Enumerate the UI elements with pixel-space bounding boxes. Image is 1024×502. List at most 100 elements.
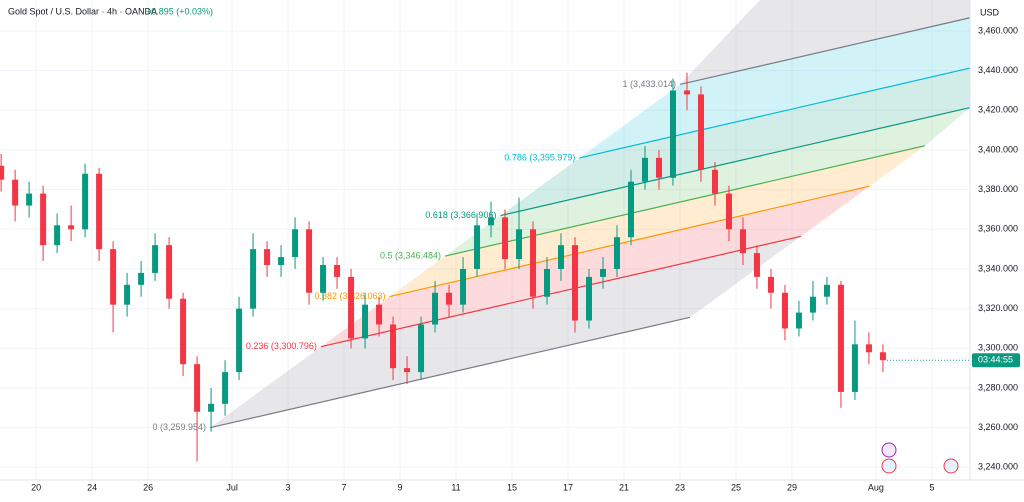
candle-body [516,229,523,260]
x-tick-label: 3 [286,482,291,492]
candle-body [68,225,75,230]
countdown: 03:44:55 [978,355,1013,365]
price-change: +0.895 (+0.03%) [146,6,213,16]
y-tick-label: 3,360.000 [978,224,1018,234]
x-tick-label: Jul [226,482,238,492]
fib-band [579,17,970,158]
candle-body [180,298,187,365]
candle-body [432,292,439,325]
candle-body [544,268,551,297]
fib-line [444,145,926,257]
y-tick-label: 3,320.000 [978,303,1018,313]
x-tick-label: 29 [787,482,797,492]
y-tick-label: 3,440.000 [978,65,1018,75]
candle-body [795,312,802,329]
y-tick-label: 3,280.000 [978,382,1018,392]
fib-label: 0.5 (3,346.484) [380,250,441,260]
candle-body [641,157,648,182]
candle-body [460,268,467,305]
candle-body [334,264,341,277]
x-tick-label: 5 [929,482,934,492]
x-tick-label: 21 [619,482,629,492]
fib-band [320,186,870,347]
candle-body [292,229,299,258]
candle-body [418,324,425,373]
y-tick-label: 3,420.000 [978,105,1018,115]
candle-body [865,344,872,353]
candle-body [697,94,704,170]
candle-body [725,193,732,230]
candle-body [124,284,131,305]
fib-label: 0.618 (3,366.906) [425,210,496,220]
candle-body [40,193,47,246]
x-tick-label: 17 [563,482,573,492]
x-tick-label: 11 [451,482,460,492]
candle-body [446,292,453,305]
candle-body [502,217,509,260]
candle-body [166,245,173,299]
candle-body [320,264,327,293]
candle-body [404,368,411,373]
candle-body [236,308,243,373]
candle-body [278,257,285,265]
candle-body [781,292,788,329]
flag-icon[interactable] [943,458,959,474]
candle-body [613,237,620,269]
candle-body [222,372,229,404]
candle-body [599,268,606,277]
candle-body [26,193,33,206]
candle-body [669,90,676,178]
candle-body [264,249,271,265]
candle-body [194,364,201,412]
fib-label: 0 (3,259.954) [152,422,206,432]
y-tick-label: 3,260.000 [978,422,1018,432]
axes: 3,240.000 3,260.000 3,280.000 3,300.000 3,32… [31,25,1020,492]
candle-body [767,276,774,293]
fib-band [680,0,970,85]
fib-line [579,67,971,159]
candle-body [837,284,844,392]
fib-channel: 0 (3,259.954)0.236 (3,300.796)0.382 (3,3… [152,0,971,432]
fib-line [320,235,802,348]
candle-body [474,225,481,269]
fib-label: 0.786 (3,395.979) [504,152,575,162]
candle-body [376,304,383,325]
candle-body [54,225,61,246]
fib-label: 0.236 (3,300.796) [246,341,317,351]
price-axis [970,0,1024,497]
candle-body [390,324,397,369]
candle-body [250,249,257,309]
candles [0,72,886,462]
candle-body [655,157,662,178]
x-tick-label: Aug [868,482,884,492]
fib-line [389,185,870,298]
candle-body [558,245,565,269]
y-tick-label: 3,460.000 [978,25,1018,35]
candle-body [739,229,746,254]
flag-icon[interactable] [881,458,897,474]
fib-band [445,107,970,257]
candle-body [152,245,159,273]
candle-body [809,296,816,313]
candle-body [879,352,886,361]
fib-band [500,68,970,216]
candle-body [0,165,5,180]
y-tick-label: 3,240.000 [978,462,1018,472]
y-tick-label: 3,380.000 [978,184,1018,194]
candle-body [851,344,858,392]
x-tick-label: 7 [342,482,347,492]
candle-body [711,169,718,194]
y-tick-label: 3,300.000 [978,343,1018,353]
event-icon[interactable] [881,442,897,458]
candle-body [82,173,89,230]
x-tick-label: 26 [143,482,153,492]
x-tick-label: 20 [31,482,41,492]
fib-band [210,236,801,428]
candle-body [110,249,117,305]
x-tick-label: 9 [398,482,403,492]
x-tick-label: 24 [87,482,97,492]
fib-line [500,107,971,217]
fib-line [209,316,691,429]
candle-body [488,217,495,226]
